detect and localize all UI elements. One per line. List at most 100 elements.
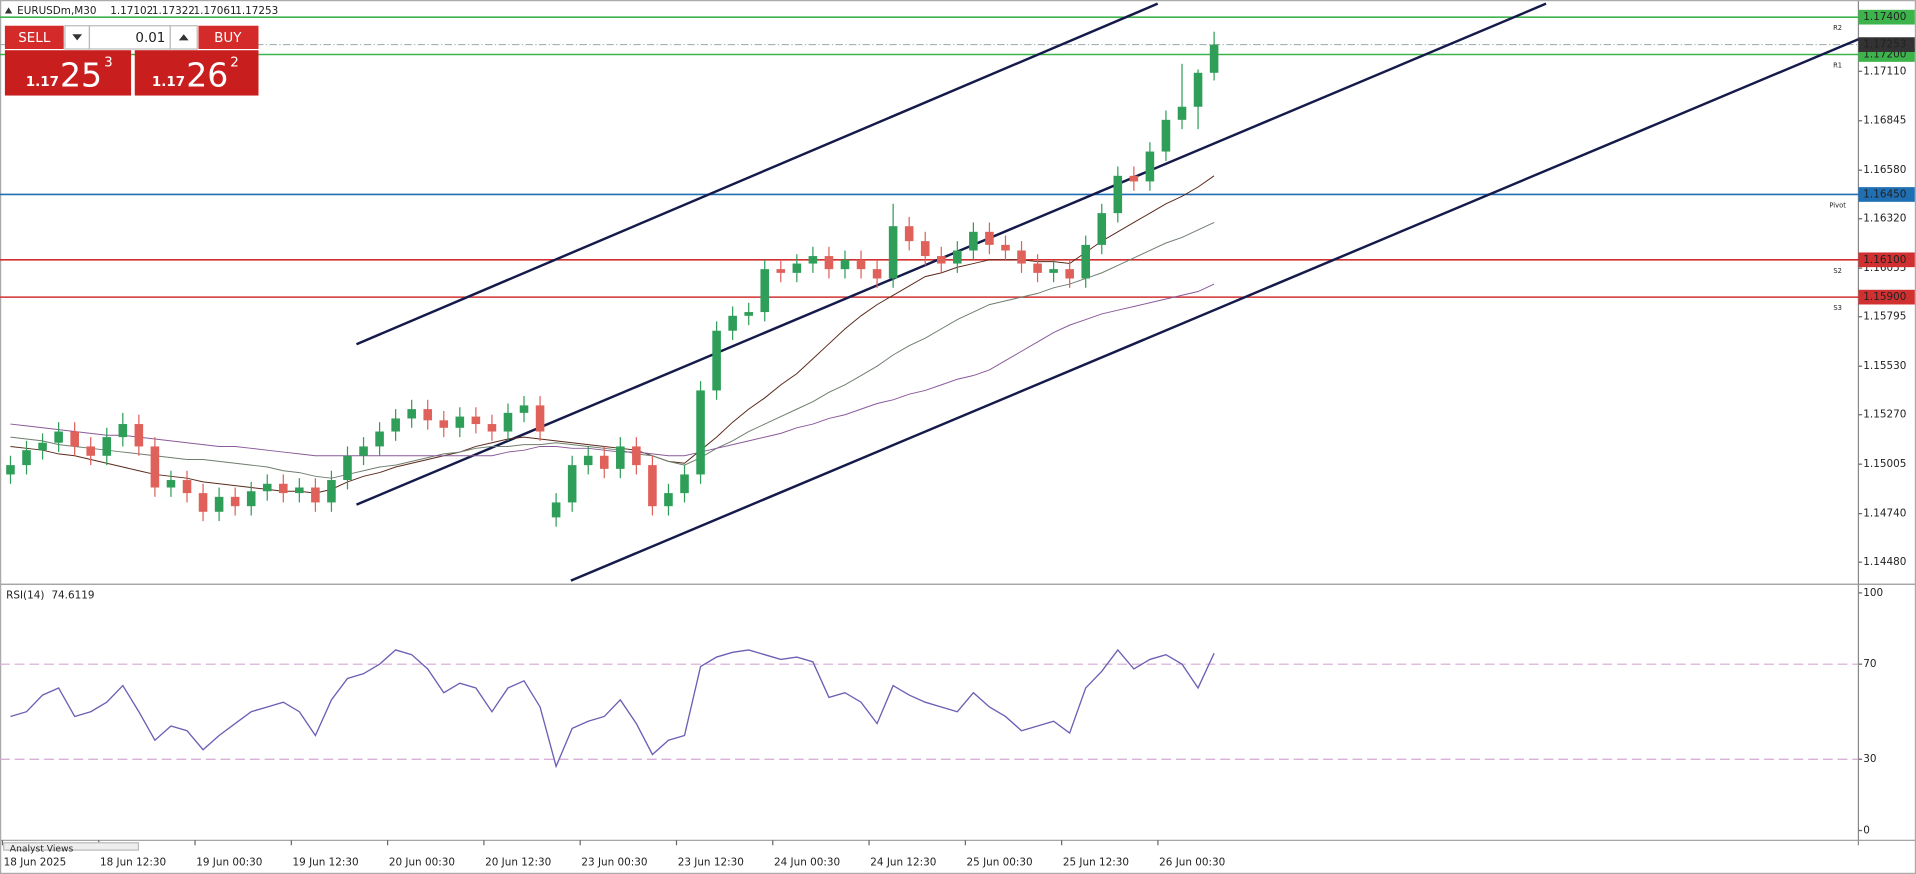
collapse-icon[interactable]	[4, 7, 13, 14]
buy-price-pips: 26	[186, 56, 228, 95]
candle-body	[969, 231, 978, 251]
level-label: 1.16100	[1863, 254, 1906, 266]
level-label-box	[1858, 9, 1915, 25]
candle-body	[664, 493, 673, 507]
channel-lines	[356, 2, 1859, 582]
y-tick-label: 1.16580	[1863, 164, 1906, 176]
sell-price-lead: 1.17	[26, 74, 59, 90]
buy-label: BUY	[214, 30, 242, 46]
level-label: 1.16450	[1863, 188, 1906, 200]
candle-body	[166, 480, 176, 488]
candle-body	[535, 405, 545, 432]
candle-body	[343, 455, 352, 481]
rsi-line	[10, 648, 1215, 769]
ohlc-low: 1.17061	[194, 5, 237, 17]
candle-body	[134, 424, 144, 447]
candle-body	[712, 330, 721, 391]
ohlc-close: 1.17253	[235, 5, 278, 17]
moving-average	[10, 222, 1215, 479]
ohlc-open: 1.17102	[110, 5, 153, 17]
y-tick-label: 1.16320	[1863, 213, 1906, 225]
y-tick-label: 1.17110	[1863, 65, 1906, 77]
rsi-title: RSI(14)	[6, 589, 44, 601]
channel-line[interactable]	[570, 38, 1859, 582]
candle-body	[824, 256, 834, 270]
x-tick-label: 24 Jun 00:30	[774, 856, 840, 868]
level-label-box	[1858, 187, 1915, 202]
candle-body	[407, 409, 416, 419]
candle-body	[1017, 250, 1026, 264]
candle-body	[985, 231, 994, 245]
candle-body	[1193, 72, 1203, 107]
x-tick-label: 19 Jun 12:30	[293, 856, 359, 868]
candle-body	[182, 480, 192, 494]
y-tick-label: 30	[1863, 753, 1876, 765]
candle-body	[1129, 175, 1139, 182]
candle-body	[391, 418, 400, 432]
candle-body	[118, 424, 128, 438]
candle-body	[680, 474, 689, 494]
x-tick-label: 20 Jun 00:30	[389, 856, 455, 868]
candle-body	[856, 259, 866, 270]
candle-body	[888, 226, 898, 279]
candle-body	[1033, 263, 1042, 273]
current-price-label: 1.17253	[1863, 39, 1906, 51]
candle-body	[214, 496, 224, 512]
y-tick-label: 1.16055	[1863, 262, 1906, 274]
y-tick-label: 1.15270	[1863, 409, 1906, 421]
level-label: 1.15900	[1863, 291, 1906, 303]
candle-body	[953, 250, 962, 264]
x-tick-label: 23 Jun 00:30	[581, 856, 647, 868]
candle-body	[599, 455, 609, 469]
candle-body	[423, 409, 433, 421]
candle-body	[503, 412, 513, 432]
candle-body	[38, 442, 47, 451]
sell-price-box[interactable]	[4, 50, 132, 96]
y-tick-label: 70	[1863, 658, 1876, 670]
axis-layer: 1.17110 1.16845 1.16580 1.16320 1.16055 1.157…	[1, 9, 1915, 868]
candle-body	[1081, 244, 1091, 279]
candle-body	[359, 446, 368, 456]
channel-line[interactable]	[356, 2, 1547, 506]
candle-body	[920, 241, 930, 257]
sell-button[interactable]	[4, 25, 64, 49]
x-tick-label: 19 Jun 00:30	[196, 856, 262, 868]
x-tick-label: 24 Jun 12:30	[870, 856, 936, 868]
candle-body	[6, 465, 15, 475]
y-tick-label: 1.15530	[1863, 360, 1906, 372]
candle-body	[583, 455, 593, 466]
y-tick-label: 1.15795	[1863, 311, 1906, 323]
sell-label: SELL	[18, 30, 51, 46]
buy-button[interactable]	[198, 25, 259, 49]
candle-body	[22, 450, 31, 466]
buy-price-box[interactable]	[134, 50, 259, 96]
candle-body	[808, 256, 818, 264]
rsi-value: 74.6119	[51, 589, 94, 601]
candle-body	[1145, 151, 1155, 182]
candle-body	[648, 465, 657, 507]
candle-body	[1209, 44, 1219, 73]
y-tick-label: 100	[1863, 587, 1883, 599]
candle-body	[230, 496, 240, 507]
level-label-box	[1858, 289, 1915, 305]
candle-body	[1049, 269, 1058, 273]
candle-body	[728, 315, 737, 331]
tab-label: Analyst Views	[10, 843, 74, 854]
candle-body	[455, 416, 465, 428]
y-tick-label: 1.14480	[1863, 556, 1906, 568]
level-tag: S2	[1833, 267, 1842, 275]
channel-line[interactable]	[356, 2, 1159, 346]
candle-body	[246, 491, 256, 507]
candle-body	[792, 263, 802, 273]
candle-body	[872, 269, 882, 279]
plot-layer	[6, 31, 1219, 769]
candle-body	[1097, 213, 1107, 245]
candle-body	[1113, 175, 1123, 214]
x-tick-label: 18 Jun 12:30	[100, 856, 166, 868]
candle-body	[936, 256, 946, 264]
tab[interactable]	[3, 842, 140, 851]
